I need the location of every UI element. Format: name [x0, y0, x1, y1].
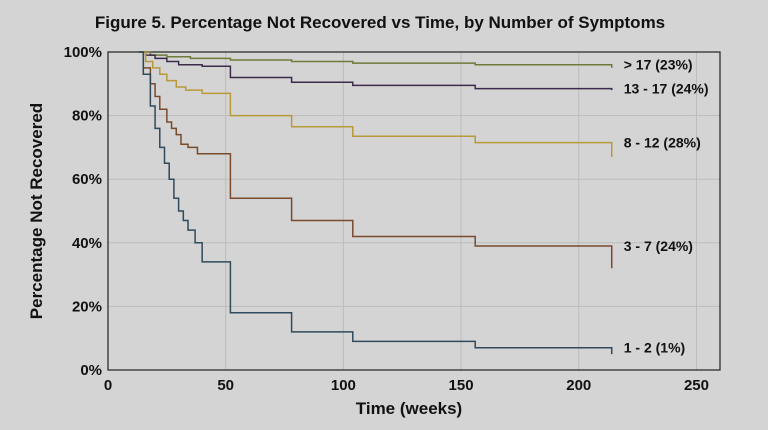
y-tick-label: 60%	[72, 171, 102, 188]
series-line-1	[138, 51, 613, 91]
x-tick-label: 100	[331, 377, 356, 394]
series-label-3: 3 - 7 (24%)	[624, 238, 693, 254]
series-label-2: 8 - 12 (28%)	[624, 135, 701, 151]
x-axis-label: Time (weeks)	[356, 399, 462, 418]
series-labels: > 17 (23%) 13 - 17 (24%) 8 - 12 (28%) 3 - 7…	[624, 57, 709, 356]
y-tick-label: 20%	[72, 298, 102, 315]
series-line-3	[138, 51, 613, 269]
y-tick-label: 0%	[80, 362, 102, 379]
y-axis-label: Percentage Not Recovered	[27, 103, 46, 319]
series-label-0: > 17 (23%)	[624, 57, 693, 73]
series-line-4	[138, 51, 613, 355]
x-tick-label: 150	[449, 377, 474, 394]
y-tick-label: 40%	[72, 235, 102, 252]
series-line-2	[138, 51, 613, 157]
x-tick-label: 50	[217, 377, 234, 394]
tick-labels: 0 50 100 150 200 250 0% 20% 40% 60% 80% 100%	[64, 44, 709, 394]
series-layer	[138, 51, 613, 355]
grid	[108, 51, 720, 370]
series-label-1: 13 - 17 (24%)	[624, 81, 709, 97]
series-label-4: 1 - 2 (1%)	[624, 340, 685, 356]
y-tick-label: 80%	[72, 108, 102, 125]
x-tick-label: 200	[566, 377, 591, 394]
x-tick-label: 250	[684, 377, 709, 394]
plot-frame	[107, 51, 721, 371]
x-tick-label: 0	[104, 377, 112, 394]
y-tick-label: 100%	[64, 44, 102, 61]
chart-title: Figure 5. Percentage Not Recovered vs Ti…	[95, 13, 665, 32]
series-line-0	[138, 51, 613, 68]
